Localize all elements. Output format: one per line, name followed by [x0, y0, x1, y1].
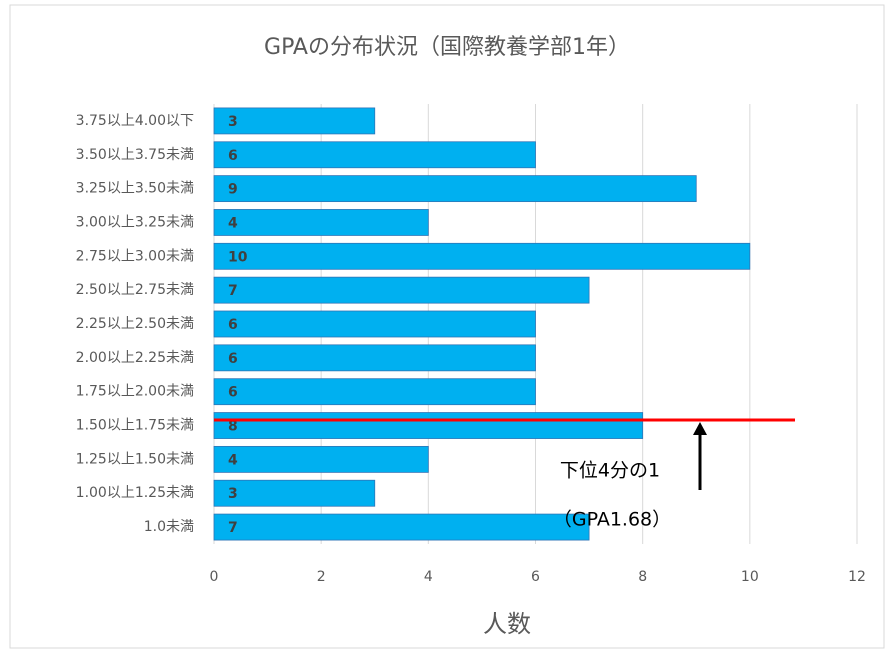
bar [213, 141, 536, 169]
bar [213, 513, 590, 541]
y-tick-label: 2.00以上2.25未満 [76, 350, 194, 366]
x-axis-label: 人数 [483, 610, 531, 638]
y-tick-label: 1.25以上1.50未満 [76, 451, 194, 467]
y-tick-label: 3.00以上3.25未満 [76, 214, 194, 230]
data-label: 3 [228, 486, 238, 502]
bar [213, 412, 644, 439]
data-label: 6 [228, 148, 238, 164]
y-tick-label: 1.0未満 [144, 519, 194, 535]
y-tick-label: 3.75以上4.00以下 [76, 113, 194, 129]
y-tick-label: 3.25以上3.50未満 [76, 181, 194, 197]
y-tick-label: 2.75以上3.00未満 [76, 248, 194, 264]
data-label: 10 [228, 249, 248, 265]
x-tick-label: 8 [638, 569, 647, 585]
data-label: 6 [228, 351, 238, 367]
data-label: 9 [228, 182, 238, 198]
bar [213, 479, 376, 507]
bar [213, 242, 751, 270]
bar [213, 107, 376, 135]
x-tick-label: 0 [210, 569, 219, 585]
data-label: 6 [228, 317, 238, 333]
y-tick-label: 1.75以上2.00未満 [76, 384, 194, 400]
data-label: 3 [228, 114, 238, 130]
y-tick-label: 3.50以上3.75未満 [76, 147, 194, 163]
data-label: 6 [228, 385, 238, 401]
bars: 3.75以上4.00以下 3 3.50以上3.75未満 6 3.25以上3.50未満 9 3… [76, 107, 751, 541]
bar [213, 209, 429, 236]
x-tick-label: 6 [531, 569, 540, 585]
data-label: 7 [228, 283, 238, 299]
bar [213, 378, 536, 406]
y-tick-label: 2.25以上2.50未満 [76, 316, 194, 332]
bar [213, 310, 536, 338]
x-tick-label: 12 [848, 569, 866, 585]
chart-title: GPAの分布状況（国際教養学部1年） [264, 35, 630, 60]
bar [213, 175, 697, 203]
y-tick-label: 1.50以上1.75未満 [76, 418, 194, 434]
x-tick-label: 10 [741, 569, 759, 585]
annotation: （GPA1.68） [553, 509, 671, 531]
annotation: 下位4分の1 [560, 460, 660, 482]
bar [213, 276, 590, 304]
x-tick-label: 4 [424, 569, 433, 585]
data-label: 8 [228, 419, 238, 435]
bar [213, 445, 429, 473]
data-label: 4 [228, 452, 238, 468]
x-tick-label: 2 [317, 569, 326, 585]
y-tick-label: 1.00以上1.25未満 [76, 485, 194, 501]
data-label: 4 [228, 215, 238, 231]
y-tick-label: 2.50以上2.75未満 [76, 282, 194, 298]
bar [213, 344, 536, 372]
data-label: 7 [228, 520, 238, 536]
arrow-head [693, 422, 707, 435]
